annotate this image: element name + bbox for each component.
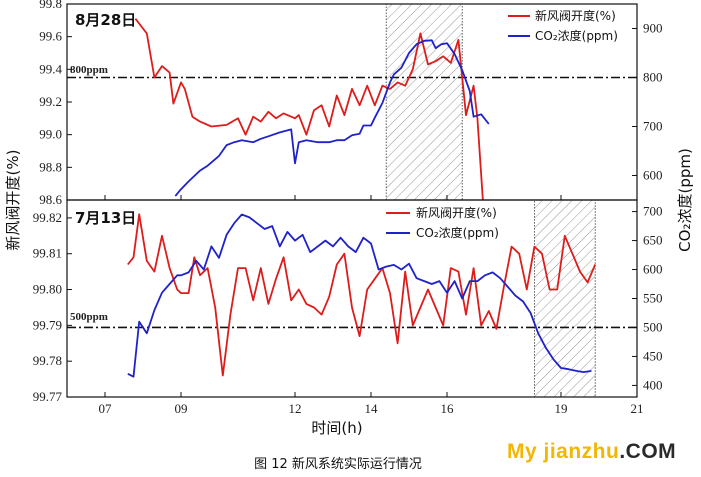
bottom-right-tick-label: 500 <box>643 319 663 334</box>
bottom-chart-series <box>127 213 597 378</box>
top-peak-shaded-region <box>385 3 463 201</box>
bottom-series-co2-line <box>127 213 592 378</box>
top-right-tick-label: 800 <box>643 70 663 85</box>
figure-caption: 图 12 新风系统实际运行情况 <box>254 456 422 472</box>
axis-ticks: 98.6 98.8 99.0 99.2 99.4 99.6 99.8 600 700 800 900… <box>33 0 663 416</box>
watermark-part1: My jianzhu <box>507 440 620 463</box>
x-tick-label: 19 <box>555 401 568 416</box>
bottom-right-tick-label: 600 <box>643 262 663 277</box>
bottom-left-tick-label: 99.77 <box>33 389 63 404</box>
x-axis-label: 时间(h) <box>311 419 362 437</box>
bottom-right-tick-label: 550 <box>643 291 663 306</box>
bottom-right-tick-label: 650 <box>643 233 663 248</box>
top-left-tick-label: 99.6 <box>39 29 62 44</box>
bottom-chart-title: 7月13日 <box>75 209 136 227</box>
top-chart-title: 8月28日 <box>75 11 136 29</box>
x-tick-label: 14 <box>365 401 379 416</box>
top-legend: 新风阀开度(%) CO₂浓度(ppm) <box>508 8 618 43</box>
top-left-tick-label: 99.4 <box>39 61 62 76</box>
top-series-valve-line <box>134 18 484 200</box>
top-chart-series <box>134 18 490 200</box>
top-legend-co2: CO₂浓度(ppm) <box>535 28 618 43</box>
x-tick-label: 12 <box>289 401 302 416</box>
x-tick-label: 09 <box>175 401 188 416</box>
top-series-co2-line <box>174 39 490 197</box>
top-right-tick-label: 900 <box>643 21 663 36</box>
top-left-tick-label: 98.6 <box>39 192 62 207</box>
top-left-tick-label: 98.8 <box>39 159 62 174</box>
bottom-right-tick-label: 700 <box>643 204 663 219</box>
x-tick-label: 21 <box>631 401 644 416</box>
bottom-right-tick-label: 450 <box>643 348 663 363</box>
bottom-left-tick-label: 99.79 <box>33 317 62 332</box>
top-left-tick-label: 99.0 <box>39 127 62 142</box>
bottom-left-tick-label: 99.82 <box>33 210 62 225</box>
top-left-tick-label: 99.2 <box>39 94 62 109</box>
watermark-logo: My jianzhu.COM <box>507 440 676 464</box>
bottom-left-tick-label: 99.80 <box>33 282 62 297</box>
right-y-axis-label: CO₂浓度(ppm) <box>676 148 694 252</box>
bottom-series-valve-line <box>127 213 597 377</box>
bottom-peak-shaded-region <box>534 199 596 398</box>
bottom-legend-co2: CO₂浓度(ppm) <box>416 225 499 240</box>
left-y-axis-label: 新风阀开度(%) <box>4 150 22 251</box>
x-tick-label: 16 <box>441 401 455 416</box>
bottom-legend-valve: 新风阀开度(%) <box>416 205 497 220</box>
top-legend-valve: 新风阀开度(%) <box>535 8 616 23</box>
x-tick-label: 07 <box>99 401 113 416</box>
bottom-left-tick-label: 99.81 <box>33 246 62 261</box>
bottom-left-tick-label: 99.78 <box>33 353 62 368</box>
top-reference-label: 800ppm <box>70 64 108 76</box>
top-left-tick-label: 99.8 <box>39 0 62 11</box>
bottom-reference-label: 500ppm <box>70 311 108 323</box>
top-right-tick-label: 600 <box>643 168 663 183</box>
bottom-legend: 新风阀开度(%) CO₂浓度(ppm) <box>386 205 499 240</box>
watermark-part2: .COM <box>619 440 677 463</box>
top-right-tick-label: 700 <box>643 119 663 134</box>
bottom-right-tick-label: 400 <box>643 377 663 392</box>
